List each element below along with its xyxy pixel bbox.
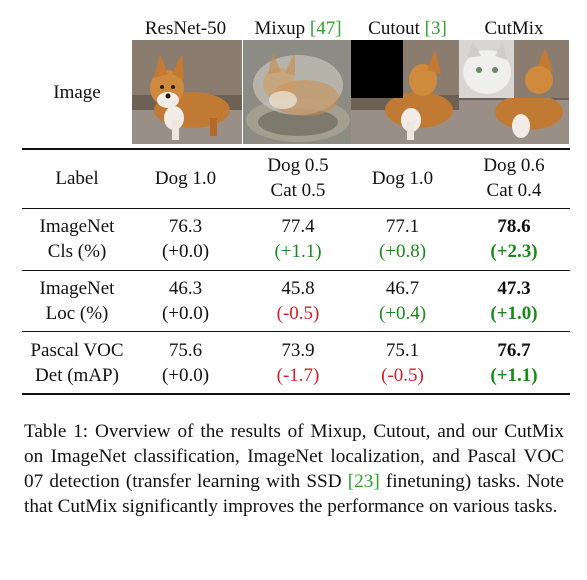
value: 76.7: [497, 340, 531, 361]
caption-text: Table 1: Overview of the results of Mixu…: [24, 421, 564, 492]
value: 45.8: [281, 278, 315, 299]
cls-mixup: 77.4 (+1.1): [243, 214, 353, 264]
rule-3: [22, 331, 570, 332]
row-label-label: Label: [55, 168, 99, 189]
delta: (+1.0): [490, 303, 538, 324]
image-corgi-original: [132, 40, 242, 144]
delta: (+0.0): [161, 241, 210, 262]
delta: (+1.1): [274, 241, 322, 262]
loc-cutmix: 47.3 (+1.0): [459, 276, 569, 326]
header-cutout-label: Cutout: [368, 18, 420, 39]
rule-bottom: [22, 393, 570, 395]
row-label-line1: ImageNet: [39, 278, 115, 299]
value: 75.6: [168, 340, 203, 361]
header-cutmix: CutMix: [484, 18, 544, 39]
label-cutmix: Dog 0.6 Cat 0.4: [459, 153, 569, 203]
det-resnet50: 75.6 (+0.0): [132, 338, 239, 388]
row-label-image: Image: [53, 82, 101, 103]
label-mixup-cat: Cat 0.5: [270, 180, 326, 201]
caption-text-end: finetuning) tasks. Note that CutMix sign…: [24, 471, 565, 517]
header-mixup-citation[interactable]: [47]: [309, 18, 342, 39]
delta: (-0.5): [276, 303, 320, 324]
header-mixup: Mixup [47]: [243, 16, 353, 41]
rule-top: [22, 148, 570, 150]
det-cutmix: 76.7 (+1.1): [459, 338, 569, 388]
value: 77.4: [281, 216, 315, 237]
value: 78.6: [497, 216, 531, 237]
label-resnet50: Dog 1.0: [154, 168, 217, 189]
image-corgi-cutout: [351, 40, 461, 144]
delta: (-0.5): [381, 365, 424, 386]
image-corgi-cutmix: [459, 40, 569, 144]
det-mixup: 73.9 (-1.7): [243, 338, 353, 388]
label-mixup: Dog 0.5 Cat 0.5: [243, 153, 353, 203]
row-label-line2: Det (mAP): [35, 365, 119, 386]
caption-citation-ssd[interactable]: [23]: [347, 471, 380, 492]
table-caption: Table 1: Overview of the results of Mixu…: [24, 419, 564, 519]
delta: (-1.7): [276, 365, 320, 386]
header-mixup-label: Mixup: [254, 18, 306, 39]
header-resnet50: ResNet-50: [144, 18, 227, 39]
header-cutout-citation[interactable]: [3]: [424, 18, 447, 39]
value: 75.1: [385, 340, 420, 361]
rule-2: [22, 270, 570, 271]
loc-cutout: 46.7 (+0.4): [351, 276, 454, 326]
delta: (+0.0): [161, 365, 210, 386]
image-corgi-mixup: [243, 40, 353, 144]
row-label-line1: ImageNet: [39, 216, 115, 237]
det-cutout: 75.1 (-0.5): [351, 338, 454, 388]
row-label-line2: Loc (%): [45, 303, 109, 324]
cls-cutout: 77.1 (+0.8): [351, 214, 454, 264]
label-cutmix-dog: Dog 0.6: [483, 155, 545, 176]
delta: (+0.4): [378, 303, 427, 324]
rule-1: [22, 208, 570, 209]
row-label-line1: Pascal VOC: [30, 340, 124, 361]
row-label-imagenet-loc: ImageNet Loc (%): [22, 276, 132, 326]
delta: (+2.3): [490, 241, 538, 262]
row-label-pascal-voc-det: Pascal VOC Det (mAP): [22, 338, 132, 388]
delta: (+0.0): [161, 303, 210, 324]
value: 46.3: [168, 278, 203, 299]
delta: (+0.8): [378, 241, 427, 262]
cls-resnet50: 76.3 (+0.0): [132, 214, 239, 264]
value: 46.7: [385, 278, 420, 299]
loc-mixup: 45.8 (-0.5): [243, 276, 353, 326]
value: 76.3: [168, 216, 203, 237]
label-mixup-dog: Dog 0.5: [267, 155, 329, 176]
value: 77.1: [385, 216, 420, 237]
row-label-line2: Cls (%): [47, 241, 107, 262]
value: 47.3: [497, 278, 531, 299]
header-cutout: Cutout [3]: [356, 16, 459, 41]
value: 73.9: [281, 340, 315, 361]
label-cutout: Dog 1.0: [371, 168, 434, 189]
row-label-imagenet-cls: ImageNet Cls (%): [22, 214, 132, 264]
loc-resnet50: 46.3 (+0.0): [132, 276, 239, 326]
delta: (+1.1): [490, 365, 538, 386]
cls-cutmix: 78.6 (+2.3): [459, 214, 569, 264]
label-cutmix-cat: Cat 0.4: [486, 180, 542, 201]
